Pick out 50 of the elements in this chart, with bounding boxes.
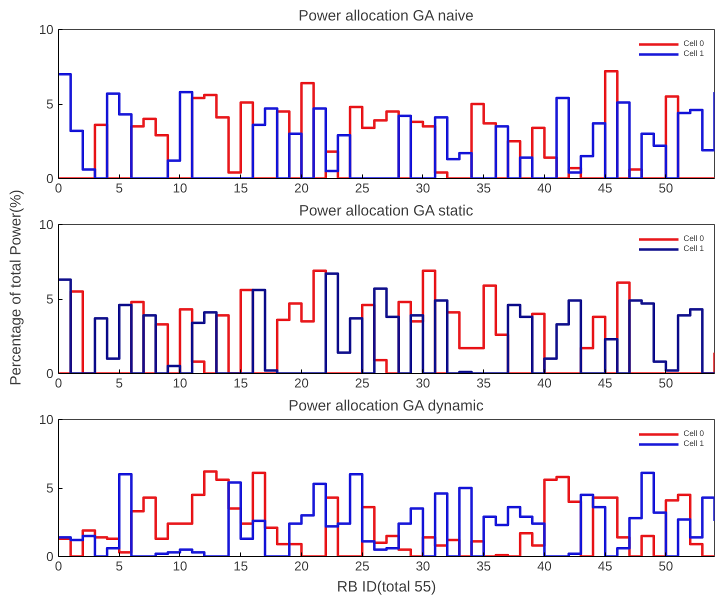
chart-title: Power allocation GA static — [298, 202, 474, 220]
y-tick-label: 0 — [46, 549, 54, 564]
x-tick-label: 45 — [598, 180, 612, 196]
x-tick-label: 20 — [294, 558, 309, 574]
x-tick-label: 15 — [233, 180, 248, 196]
y-tick-label: 5 — [46, 96, 54, 112]
x-axis-title: RB ID(total 55) — [336, 578, 436, 596]
x-tick-label: 5 — [116, 558, 123, 574]
legend-label: Cell 1 — [684, 439, 704, 448]
x-tick-label: 20 — [294, 180, 309, 196]
x-tick-label: 40 — [537, 558, 552, 574]
x-tick-label: 45 — [598, 376, 612, 390]
x-tick-label: 50 — [658, 376, 674, 390]
x-tick-label: 50 — [658, 180, 674, 196]
x-tick-label: 5 — [116, 180, 123, 196]
legend-label: Cell 1 — [684, 49, 704, 58]
legend-label: Cell 0 — [684, 234, 704, 243]
x-tick-label: 35 — [476, 558, 491, 574]
x-tick-label: 30 — [416, 180, 430, 196]
x-tick-label: 5 — [116, 376, 123, 390]
y-tick-label: 5 — [46, 480, 54, 496]
x-tick-label: 35 — [476, 180, 491, 196]
x-tick-label: 10 — [172, 180, 188, 196]
x-tick-label: 30 — [416, 376, 430, 390]
y-tick-label: 10 — [39, 412, 54, 427]
x-tick-label: 25 — [354, 180, 370, 196]
x-tick-label: 20 — [294, 376, 309, 390]
x-tick-label: 15 — [233, 376, 248, 390]
y-axis-title: Percentage of total Power(%) — [8, 190, 25, 386]
x-tick-label: 10 — [172, 558, 188, 574]
x-tick-label: 15 — [233, 558, 248, 574]
y-tick-label: 10 — [39, 22, 54, 37]
chart-title: Power allocation GA dynamic — [288, 398, 484, 414]
legend-label: Cell 0 — [684, 39, 704, 48]
x-tick-label: 35 — [476, 376, 491, 390]
x-tick-label: 40 — [537, 180, 552, 196]
x-tick-label: 45 — [598, 558, 612, 574]
x-tick-label: 50 — [658, 558, 674, 574]
chart-title: Power allocation GA naive — [298, 8, 474, 24]
x-tick-label: 30 — [416, 558, 430, 574]
x-tick-label: 40 — [537, 376, 552, 390]
x-tick-label: 25 — [354, 558, 370, 574]
x-tick-label: 25 — [354, 376, 370, 390]
y-tick-label: 0 — [46, 171, 54, 186]
legend-label: Cell 0 — [684, 429, 704, 438]
x-tick-label: 10 — [172, 376, 188, 390]
y-tick-label: 10 — [39, 217, 54, 232]
y-tick-label: 0 — [46, 366, 54, 381]
y-tick-label: 5 — [46, 292, 54, 306]
legend-label: Cell 1 — [684, 244, 704, 253]
